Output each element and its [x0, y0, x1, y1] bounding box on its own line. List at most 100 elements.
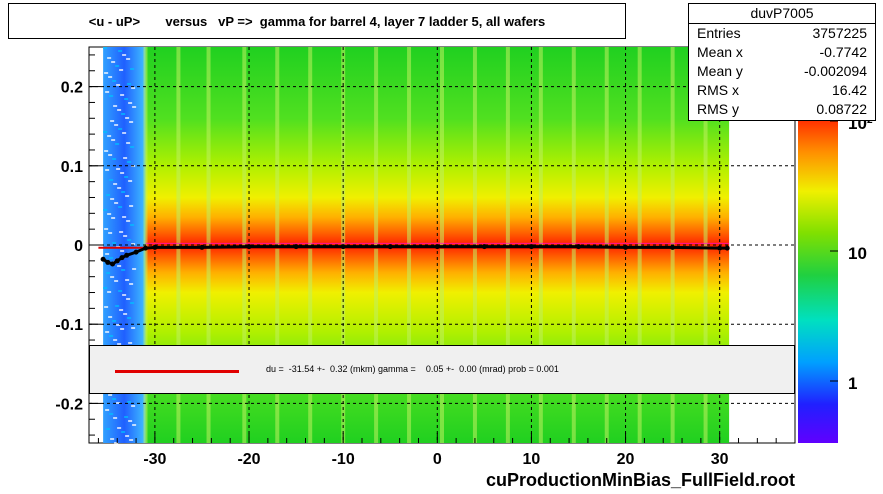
- heatmap-cell: [128, 420, 133, 422]
- x-tick-label: 20: [617, 451, 635, 468]
- heatmap-cell: [110, 198, 115, 200]
- heatmap-cell: [114, 124, 119, 126]
- heatmap-cell: [122, 216, 127, 218]
- heatmap-cell: [110, 276, 115, 278]
- stats-value: -0.7742: [819, 44, 867, 60]
- heatmap-cell: [120, 250, 125, 252]
- heatmap-cell: [128, 342, 133, 344]
- heatmap-cell: [113, 105, 118, 107]
- heatmap-cell: [112, 242, 117, 244]
- stats-row-rms-x: RMS x 16.42: [689, 81, 875, 100]
- heatmap-cell: [107, 291, 112, 293]
- heatmap-cell: [119, 309, 124, 311]
- page-title: <u - uP> versus vP => gamma for barrel 4…: [88, 14, 546, 29]
- title-box: <u - uP> versus vP => gamma for barrel 4…: [8, 3, 626, 39]
- heatmap-cell: [116, 168, 121, 170]
- heatmap-cell: [113, 183, 118, 185]
- heatmap-cell: [110, 120, 115, 122]
- z-scale-bar: [798, 120, 838, 443]
- heatmap-cell: [107, 213, 112, 215]
- heatmap-cell: [107, 57, 112, 59]
- heatmap-cell: [132, 268, 137, 270]
- profile-point: [199, 244, 205, 250]
- heatmap-cell: [125, 117, 130, 119]
- profile-point: [623, 244, 629, 250]
- stats-value: -0.002094: [803, 63, 867, 79]
- stats-label: Mean x: [697, 44, 743, 60]
- stats-row-mean-y: Mean y -0.002094: [689, 62, 875, 81]
- heatmap-cell: [108, 232, 113, 234]
- z-tick-label: 10: [848, 244, 867, 263]
- heatmap-cell: [128, 180, 133, 182]
- heatmap-cell: [117, 109, 122, 111]
- wafer-gap-stripe: [571, 47, 576, 443]
- heatmap-cell: [110, 438, 115, 440]
- heatmap-cell: [112, 320, 117, 322]
- heatmap-cell: [127, 239, 132, 241]
- profile-point: [340, 244, 346, 250]
- heatmap-cell: [117, 187, 122, 189]
- y-tick-label: 0.2: [61, 80, 83, 97]
- heatmap-cell: [113, 417, 118, 419]
- profile-point: [119, 255, 125, 261]
- profile-point: [142, 245, 148, 251]
- heatmap-cell: [115, 305, 120, 307]
- heatmap-cell: [117, 427, 122, 429]
- heatmap-cell: [103, 47, 108, 49]
- heatmap-cell: [126, 142, 131, 144]
- wafer-gap-stripe: [703, 47, 708, 443]
- profile-point: [434, 244, 440, 250]
- fit-legend-line: [115, 370, 239, 373]
- x-tick-label: 10: [523, 451, 541, 468]
- heatmap-cell: [121, 431, 126, 433]
- profile-overlay: [98, 242, 730, 267]
- heatmap-cell: [122, 132, 127, 134]
- y-tick-label: 0.1: [61, 159, 83, 176]
- heatmap-cell: [109, 413, 114, 415]
- heatmap-cell: [130, 68, 135, 70]
- z-tick-label: 1: [848, 374, 857, 393]
- x-tick-label: -10: [332, 451, 355, 468]
- stats-value: 0.08722: [816, 101, 867, 117]
- fit-result-text: du = -31.54 +- 0.32 (mkm) gamma = 0.05 +…: [266, 364, 559, 374]
- heatmap-cell: [116, 324, 121, 326]
- stats-row-rms-y: RMS y 0.08722: [689, 100, 875, 119]
- wafer-gap-stripe: [637, 47, 642, 443]
- heatmap-cell: [116, 402, 121, 404]
- heatmap-cell: [108, 316, 113, 318]
- profile-point: [293, 244, 299, 250]
- heatmap-cell: [129, 283, 134, 285]
- heatmap-cell: [129, 205, 134, 207]
- y-tick-label: -0.2: [55, 396, 83, 413]
- heatmap-cell: [104, 306, 109, 308]
- heatmap-cell: [118, 206, 123, 208]
- heatmap-cell: [129, 439, 134, 441]
- heatmap-cell: [108, 154, 113, 156]
- heatmap-cell: [123, 313, 128, 315]
- heatmap-cell: [131, 87, 136, 89]
- profile-point: [670, 244, 676, 250]
- wafer-gap-stripe: [308, 47, 313, 443]
- heatmap-cell: [125, 435, 130, 437]
- profile-point: [246, 244, 252, 250]
- heatmap-cell: [105, 409, 110, 411]
- stats-label: RMS y: [697, 101, 739, 117]
- heatmap-cell: [126, 220, 131, 222]
- wafer-gap-stripe: [206, 47, 211, 443]
- heatmap-cell: [114, 202, 119, 204]
- heatmap-cell: [106, 428, 111, 430]
- wafer-gap-stripe: [440, 47, 444, 443]
- heatmap-cell: [111, 139, 116, 141]
- heatmap-cell: [108, 76, 113, 78]
- heatmap-cell: [123, 157, 128, 159]
- heatmap-cell: [130, 146, 135, 148]
- heatmap-cell: [111, 61, 116, 63]
- heatmap-cell: [111, 217, 116, 219]
- heatmap-cell: [114, 442, 119, 444]
- heatmap-cell: [115, 65, 120, 67]
- profile-point: [110, 261, 116, 267]
- heatmap-cell: [109, 257, 114, 259]
- profile-point: [717, 245, 723, 251]
- heatmap-cell: [116, 84, 121, 86]
- y-tick-label: -0.1: [55, 317, 83, 334]
